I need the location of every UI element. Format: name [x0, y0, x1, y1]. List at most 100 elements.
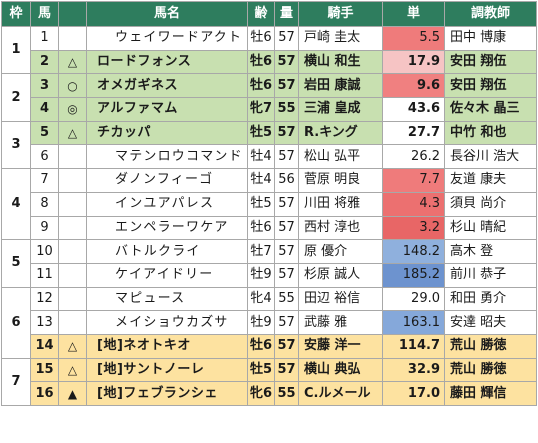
- carried-weight: 55: [274, 381, 299, 406]
- win-odds: 29.0: [382, 286, 445, 312]
- table-row[interactable]: 9 エンペラーワケア 牡6 57 西村 淳也 3.2 杉山 晴紀: [2, 215, 537, 241]
- prediction-mark: [58, 310, 87, 335]
- waku-cell: 7: [1, 357, 31, 407]
- win-odds: 148.2: [382, 239, 445, 264]
- horse-number: 10: [30, 239, 59, 264]
- trainer-name: 荒山 勝徳: [444, 357, 537, 383]
- horse-name: ロードフォンス: [86, 49, 248, 75]
- header-mark[interactable]: [58, 1, 87, 27]
- jockey-name: 横山 典弘: [298, 357, 383, 383]
- jockey-name: 岩田 康誠: [298, 73, 383, 99]
- carried-weight: 57: [274, 49, 299, 75]
- carried-weight: 57: [274, 357, 299, 383]
- header-number[interactable]: 馬: [30, 1, 59, 27]
- table-row[interactable]: 5 10 バトルクライ 牡7 57 原 優介 148.2 高木 登: [1, 239, 537, 288]
- prediction-mark: [58, 191, 87, 217]
- header-waku[interactable]: 枠: [1, 1, 31, 27]
- horse-name: [地]サントノーレ: [86, 357, 248, 383]
- jockey-name: 杉原 誠人: [298, 262, 383, 288]
- table-row[interactable]: 3 5 △ チカッパ 牡5 57 R.キング 27.7 中竹 和也: [1, 120, 537, 170]
- sex-age: 牡6: [247, 26, 275, 51]
- sex-age: 牡6: [247, 49, 275, 75]
- table-row[interactable]: 1 1 ウェイワードアクト 牡6 57 戸崎 圭太 5.5 田中 博康: [1, 25, 537, 75]
- prediction-mark: ◎: [58, 97, 87, 122]
- header-jockey[interactable]: 騎手: [298, 1, 383, 27]
- horse-name: アルファマム: [86, 97, 248, 122]
- win-odds: 3.2: [382, 215, 445, 241]
- horse-number: 7: [30, 168, 59, 193]
- win-odds: 17.9: [382, 49, 445, 75]
- horse-number: 9: [30, 215, 59, 241]
- trainer-name: 安田 翔伍: [444, 73, 537, 99]
- sex-age: 牝6: [247, 381, 275, 406]
- trainer-name: 前川 恭子: [444, 262, 537, 288]
- table-row[interactable]: 16 ▲ [地]フェブランシェ 牝6 55 C.ルメール 17.0 藤田 輝信: [2, 381, 537, 406]
- win-odds: 17.0: [382, 381, 445, 406]
- prediction-mark: ▲: [58, 381, 87, 406]
- win-odds: 7.7: [382, 168, 445, 193]
- header-age[interactable]: 齢: [247, 1, 275, 27]
- horse-name: メイショウカズサ: [86, 310, 248, 335]
- horse-name: オメガギネス: [86, 73, 248, 99]
- prediction-mark: △: [58, 333, 87, 359]
- entry-table-body: 1 1 ウェイワードアクト 牡6 57 戸崎 圭太 5.5 田中 博康 2 △ ロードフォンス 牡6 5…: [1, 25, 537, 407]
- table-row[interactable]: 2 3 ○ オメガギネス 牡6 57 岩田 康誠 9.6 安田 翔伍: [1, 73, 537, 122]
- prediction-mark: [58, 168, 87, 193]
- header-trainer[interactable]: 調教師: [444, 1, 537, 27]
- jockey-name: 三浦 皇成: [298, 97, 383, 122]
- win-odds: 27.7: [382, 120, 445, 146]
- horse-name: [地]フェブランシェ: [86, 381, 248, 406]
- entry-table: 枠 馬 馬名 齢 量 騎手 単 調教師 1 1 ウェイワードアクト 牡6 57 戸崎 圭太…: [1, 1, 537, 407]
- table-row[interactable]: 4 7 ダノンフィーゴ 牡4 56 菅原 明良 7.7 友道 康夫: [1, 168, 537, 241]
- trainer-name: 須貝 尚介: [444, 191, 537, 217]
- horse-number: 12: [30, 286, 59, 312]
- carried-weight: 55: [274, 286, 299, 312]
- horse-name: マテンロウコマンド: [86, 144, 248, 170]
- table-row[interactable]: 14 △ [地]ネオトキオ 牡6 57 安藤 洋一 114.7 荒山 勝徳: [2, 333, 537, 359]
- sex-age: 牡7: [247, 239, 275, 264]
- carried-weight: 57: [274, 310, 299, 335]
- horse-name: インユアパレス: [86, 191, 248, 217]
- jockey-name: 松山 弘平: [298, 144, 383, 170]
- carried-weight: 57: [274, 262, 299, 288]
- horse-number: 16: [30, 381, 59, 406]
- header-odds[interactable]: 単: [382, 1, 445, 27]
- table-row[interactable]: 6 マテンロウコマンド 牡4 57 松山 弘平 26.2 長谷川 浩大: [2, 144, 537, 170]
- horse-number: 11: [30, 262, 59, 288]
- horse-number: 3: [30, 73, 59, 99]
- table-row[interactable]: 7 15 △ [地]サントノーレ 牡5 57 横山 典弘 32.9 荒山 勝徳: [1, 357, 537, 407]
- trainer-name: 佐々木 晶三: [444, 97, 537, 122]
- waku-cell: 5: [1, 239, 31, 288]
- sex-age: 牡5: [247, 191, 275, 217]
- carried-weight: 57: [274, 26, 299, 51]
- jockey-name: 西村 淳也: [298, 215, 383, 241]
- table-row[interactable]: 13 メイショウカズサ 牡9 57 武藤 雅 163.1 安達 昭夫: [2, 310, 537, 335]
- table-row[interactable]: 2 △ ロードフォンス 牡6 57 横山 和生 17.9 安田 翔伍: [2, 49, 537, 75]
- sex-age: 牡9: [247, 262, 275, 288]
- prediction-mark: [58, 239, 87, 264]
- table-row[interactable]: 4 ◎ アルファマム 牝7 55 三浦 皇成 43.6 佐々木 晶三: [2, 97, 537, 122]
- jockey-name: 武藤 雅: [298, 310, 383, 335]
- table-row[interactable]: 6 12 マピュース 牝4 55 田辺 裕信 29.0 和田 勇介: [1, 286, 537, 359]
- carried-weight: 57: [274, 120, 299, 146]
- win-odds: 114.7: [382, 333, 445, 359]
- table-row[interactable]: 8 インユアパレス 牡5 57 川田 将雅 4.3 須貝 尚介: [2, 191, 537, 217]
- horse-name: エンペラーワケア: [86, 215, 248, 241]
- trainer-name: 安達 昭夫: [444, 310, 537, 335]
- table-header-row: 枠 馬 馬名 齢 量 騎手 単 調教師: [1, 1, 537, 27]
- prediction-mark: △: [58, 49, 87, 75]
- carried-weight: 57: [274, 215, 299, 241]
- jockey-name: C.ルメール: [298, 381, 383, 406]
- header-weight[interactable]: 量: [274, 1, 299, 27]
- trainer-name: 田中 博康: [444, 26, 537, 51]
- sex-age: 牝7: [247, 97, 275, 122]
- trainer-name: 和田 勇介: [444, 286, 537, 312]
- prediction-mark: [58, 286, 87, 312]
- trainer-name: 長谷川 浩大: [444, 144, 537, 170]
- horse-number: 1: [30, 26, 59, 51]
- prediction-mark: [58, 262, 87, 288]
- sex-age: 牡9: [247, 310, 275, 335]
- header-horse-name[interactable]: 馬名: [86, 1, 248, 27]
- win-odds: 5.5: [382, 26, 445, 51]
- table-row[interactable]: 11 ケイアイドリー 牡9 57 杉原 誠人 185.2 前川 恭子: [2, 262, 537, 288]
